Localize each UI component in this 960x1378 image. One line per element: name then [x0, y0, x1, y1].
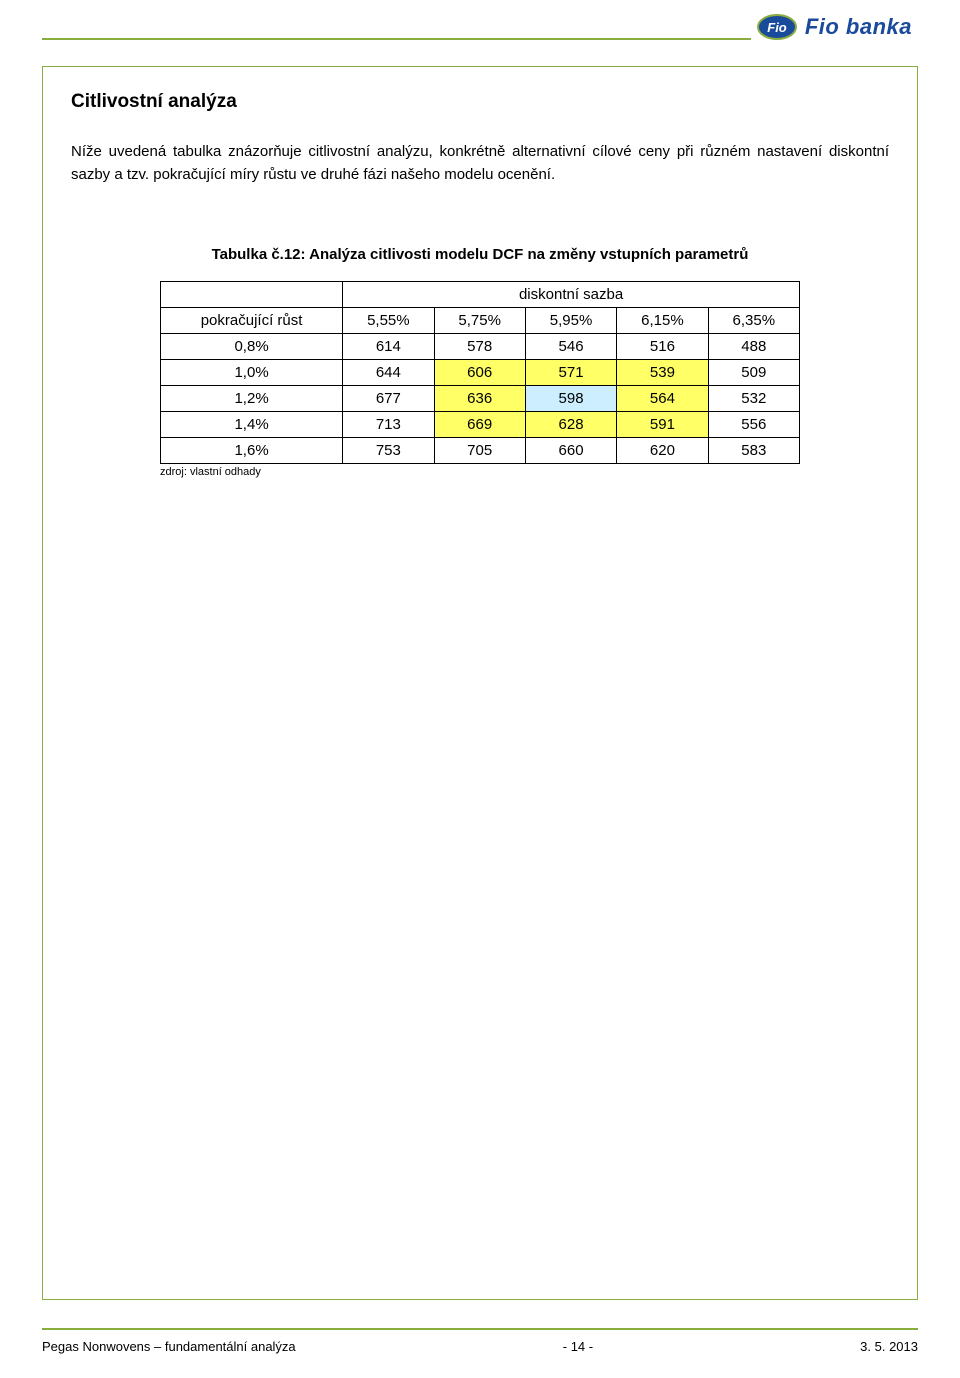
table-caption: Tabulka č.12: Analýza citlivosti modelu … — [71, 246, 889, 263]
table-cell: 509 — [708, 360, 799, 386]
table-cell: 677 — [343, 386, 434, 412]
table-cell: 488 — [708, 334, 799, 360]
table-cell: 591 — [617, 412, 708, 438]
table-cell: 660 — [525, 438, 616, 464]
table-column-header: 5,75% — [434, 308, 525, 334]
table-cell: 713 — [343, 412, 434, 438]
brand-name: Fio banka — [805, 14, 912, 40]
table-cell: 669 — [434, 412, 525, 438]
table-source: zdroj: vlastní odhady — [160, 466, 800, 478]
table-row-label: 1,6% — [161, 438, 343, 464]
footer-left: Pegas Nonwovens – fundamentální analýza — [42, 1339, 296, 1354]
sensitivity-table-wrap: diskontní sazbapokračující růst5,55%5,75… — [160, 281, 800, 478]
table-cell: 705 — [434, 438, 525, 464]
footer-divider — [42, 1328, 918, 1330]
section-title: Citlivostní analýza — [71, 91, 889, 113]
table-row-label: 1,4% — [161, 412, 343, 438]
footer-page-number: - 14 - — [563, 1339, 593, 1354]
table-cell: 556 — [708, 412, 799, 438]
table-row-header-label: pokračující růst — [161, 308, 343, 334]
table-cell: 620 — [617, 438, 708, 464]
table-cell: 628 — [525, 412, 616, 438]
table-cell: 753 — [343, 438, 434, 464]
table-column-header: 6,15% — [617, 308, 708, 334]
table-cell: 539 — [617, 360, 708, 386]
fio-logo-icon: Fio — [757, 14, 797, 40]
page-footer: Pegas Nonwovens – fundamentální analýza … — [42, 1339, 918, 1354]
table-cell: 583 — [708, 438, 799, 464]
section-body: Níže uvedená tabulka znázorňuje citlivos… — [71, 141, 889, 186]
table-corner-cell — [161, 282, 343, 308]
table-cell: 516 — [617, 334, 708, 360]
sensitivity-table: diskontní sazbapokračující růst5,55%5,75… — [160, 281, 800, 464]
table-cell: 571 — [525, 360, 616, 386]
table-cell: 614 — [343, 334, 434, 360]
table-cell: 598 — [525, 386, 616, 412]
table-cell: 564 — [617, 386, 708, 412]
footer-date: 3. 5. 2013 — [860, 1339, 918, 1354]
svg-text:Fio: Fio — [767, 20, 787, 35]
table-cell: 644 — [343, 360, 434, 386]
table-cell: 532 — [708, 386, 799, 412]
table-column-group-header: diskontní sazba — [343, 282, 800, 308]
table-row-label: 1,2% — [161, 386, 343, 412]
table-cell: 546 — [525, 334, 616, 360]
table-column-header: 5,55% — [343, 308, 434, 334]
table-column-header: 5,95% — [525, 308, 616, 334]
table-cell: 578 — [434, 334, 525, 360]
content-frame: Citlivostní analýza Níže uvedená tabulka… — [42, 66, 918, 1300]
table-row-label: 1,0% — [161, 360, 343, 386]
table-cell: 636 — [434, 386, 525, 412]
table-row-label: 0,8% — [161, 334, 343, 360]
table-cell: 606 — [434, 360, 525, 386]
table-column-header: 6,35% — [708, 308, 799, 334]
brand-logo: Fio Fio banka — [751, 14, 918, 40]
